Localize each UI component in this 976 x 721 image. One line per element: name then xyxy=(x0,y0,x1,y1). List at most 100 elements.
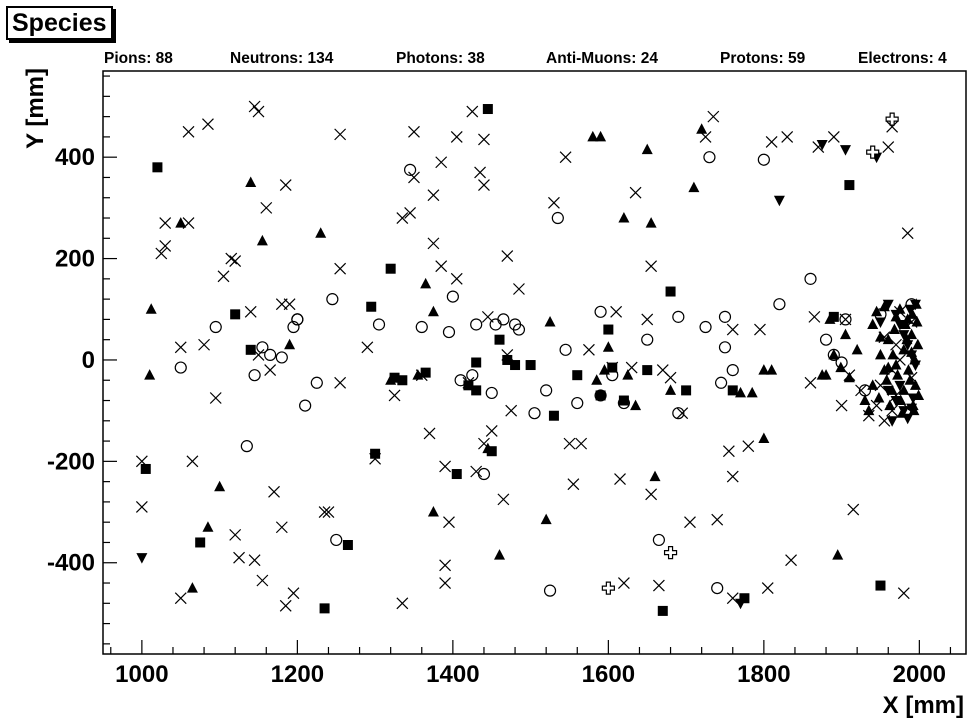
neutrons-marker xyxy=(244,305,257,318)
photons-marker xyxy=(607,362,618,373)
neutrons-marker xyxy=(567,478,580,491)
neutrons-marker xyxy=(676,407,689,420)
protons-marker xyxy=(714,376,728,389)
photons-marker xyxy=(657,605,668,616)
pions-marker xyxy=(427,305,439,317)
anti-muons-marker xyxy=(894,380,906,392)
photons-marker xyxy=(875,580,886,591)
neutrons-marker xyxy=(439,460,452,473)
protons-marker xyxy=(248,369,261,382)
y-tick-labels: -400 -200 0 200 400 xyxy=(47,144,95,577)
pions-marker xyxy=(874,348,886,360)
protons-marker xyxy=(264,348,277,361)
neutrons-marker xyxy=(629,186,642,199)
anti-muons-marker xyxy=(909,299,921,311)
neutrons-marker xyxy=(726,592,739,605)
protons-marker xyxy=(827,348,840,361)
pions-marker xyxy=(622,369,634,380)
photons-marker xyxy=(397,375,408,386)
pions-marker xyxy=(214,480,226,492)
protons-marker xyxy=(672,310,685,323)
neutrons-marker xyxy=(322,506,335,518)
pions-marker xyxy=(315,227,327,238)
protons-marker xyxy=(652,533,665,547)
pions-marker xyxy=(641,143,653,155)
protons-marker xyxy=(485,386,498,400)
neutrons-marker xyxy=(229,255,242,268)
neutrons-marker xyxy=(878,331,891,344)
protons-marker xyxy=(819,333,833,346)
neutrons-marker xyxy=(862,409,875,422)
pions-marker xyxy=(735,386,747,398)
neutrons-marker xyxy=(754,323,766,336)
protons-marker xyxy=(594,389,607,402)
neutrons-marker xyxy=(548,196,560,209)
pions-marker xyxy=(884,399,896,411)
legend-pions: Pions: 88 xyxy=(104,50,173,67)
pions-marker xyxy=(595,130,607,142)
pions-marker xyxy=(816,369,828,380)
neutrons-marker xyxy=(279,599,292,612)
pions-marker xyxy=(591,374,603,385)
protons-marker xyxy=(174,361,187,374)
neutrons-marker xyxy=(835,399,848,412)
neutrons-marker xyxy=(575,437,588,450)
pions-marker xyxy=(688,181,700,193)
pions-marker xyxy=(906,308,918,319)
neutrons-marker xyxy=(855,384,867,397)
photons-marker xyxy=(486,446,497,457)
neutrons-marker xyxy=(248,100,261,113)
legend-protons: Protons: 59 xyxy=(720,50,806,67)
protons-marker xyxy=(477,467,491,481)
pions-marker xyxy=(859,394,871,406)
axis-ticks xyxy=(103,75,952,654)
protons-marker xyxy=(497,313,510,326)
neutrons-marker xyxy=(722,445,735,458)
pions-marker xyxy=(835,361,847,373)
neutrons-marker xyxy=(334,262,347,275)
neutrons-marker xyxy=(217,270,230,283)
neutrons-marker xyxy=(827,130,840,143)
photons-marker xyxy=(370,448,381,459)
neutrons-marker xyxy=(563,437,576,450)
photons-marker xyxy=(727,385,738,396)
neutrons-marker xyxy=(652,579,665,592)
photons-marker xyxy=(482,104,493,115)
protons-marker xyxy=(240,440,253,453)
pions-marker xyxy=(758,364,770,375)
x-tick-label: 1600 xyxy=(582,661,635,688)
pions-marker xyxy=(427,506,439,517)
electrons-marker xyxy=(885,112,899,126)
neutrons-marker xyxy=(711,513,724,526)
photons-marker xyxy=(245,344,256,355)
neutrons-marker xyxy=(396,212,409,224)
pions-marker xyxy=(892,369,904,380)
anti-muons-marker xyxy=(890,396,902,407)
neutrons-marker xyxy=(450,130,463,143)
protons-marker xyxy=(209,320,222,334)
x-tick-label: 1400 xyxy=(426,661,479,688)
pions-marker xyxy=(851,343,863,355)
neutrons-marker xyxy=(485,425,498,437)
neutrons-marker xyxy=(513,283,525,295)
neutrons-marker xyxy=(225,252,238,265)
x-axis-title: X [mm] xyxy=(883,692,964,719)
neutrons-marker xyxy=(664,371,677,384)
photons-marker xyxy=(595,390,606,401)
protons-marker xyxy=(442,325,456,339)
neutrons-marker xyxy=(408,171,420,184)
anti-muons-marker xyxy=(136,553,148,564)
pions-marker xyxy=(144,369,156,380)
neutrons-marker xyxy=(252,105,265,118)
neutrons-marker xyxy=(808,310,821,323)
anti-muons-marker xyxy=(890,309,902,321)
neutrons-marker xyxy=(699,130,712,143)
protons-marker xyxy=(757,153,770,166)
chart-title: Species xyxy=(6,6,113,40)
photons-marker xyxy=(681,385,692,396)
neutrons-marker xyxy=(435,260,448,273)
neutrons-marker xyxy=(905,371,918,384)
neutrons-marker xyxy=(761,582,774,595)
anti-muons-marker xyxy=(898,330,910,341)
neutrons-marker xyxy=(886,404,899,417)
